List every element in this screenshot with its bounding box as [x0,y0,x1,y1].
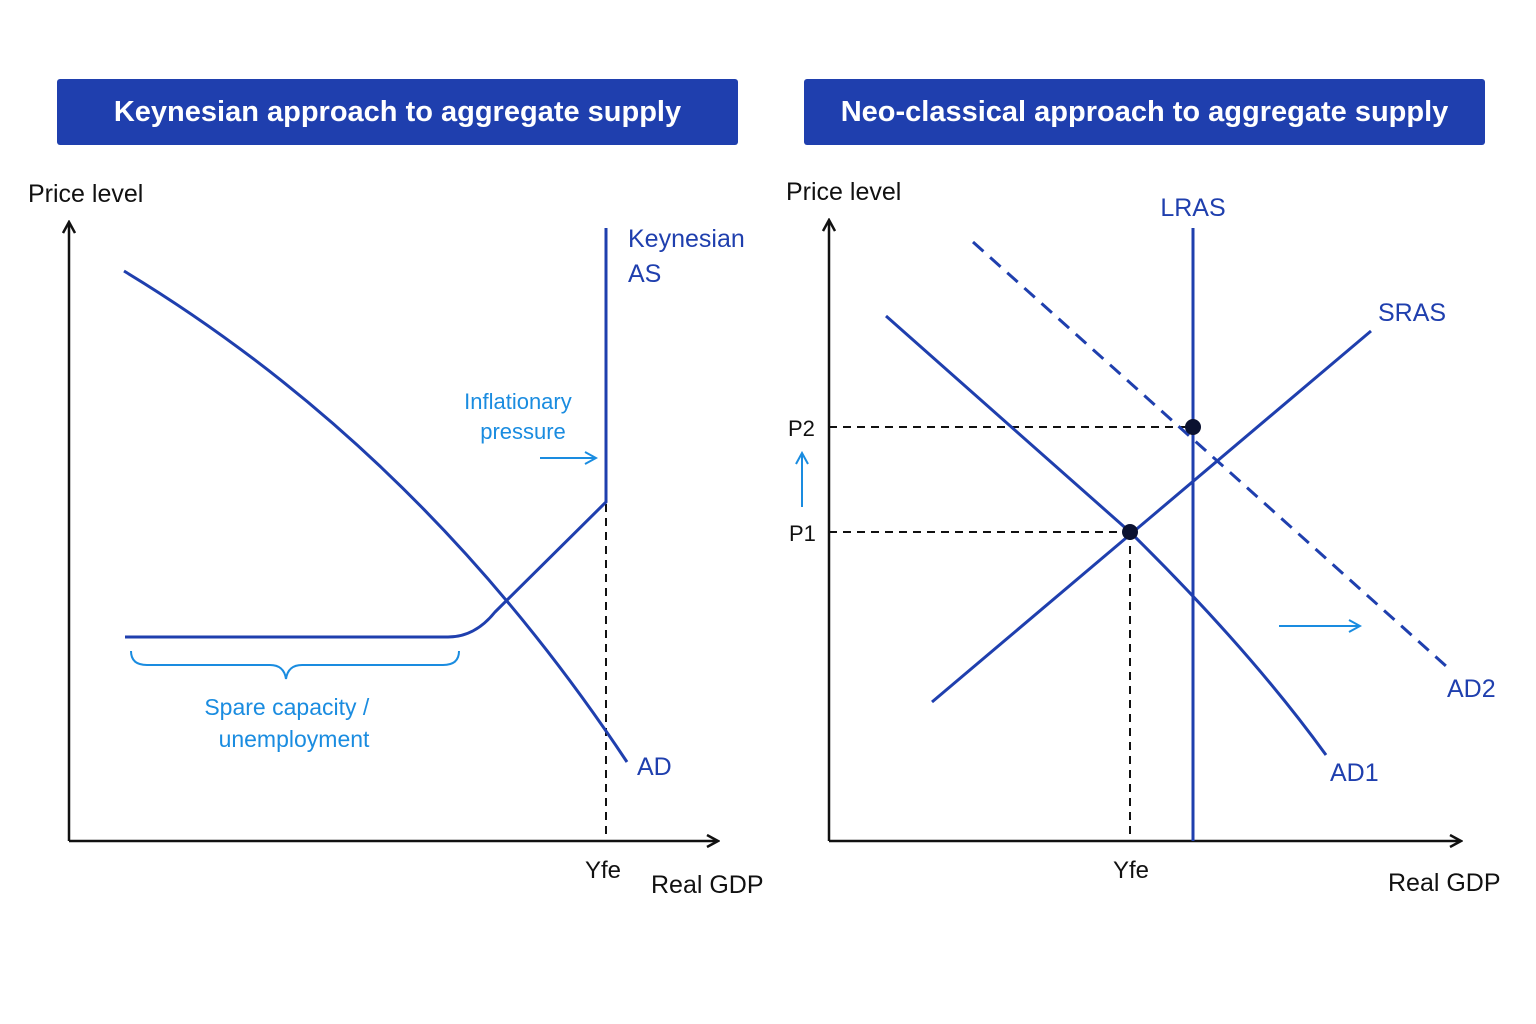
spare-capacity-brace [130,650,460,680]
spare-capacity-label: Spare capacity / unemployment [204,694,375,752]
neoclassical-panel-title: Neo-classical approach to aggregate supp… [804,79,1485,145]
left-x-axis-label: Real GDP [651,871,764,899]
keynesian-as-curve [125,228,608,639]
equilibrium-point-p1 [1122,524,1138,540]
ad1-curve [885,314,1328,756]
left-ad-label: AD [637,753,672,781]
ad2-curve [971,240,1448,668]
neoclassical-diagram: Price level Real GDP Yfe LRAS SRAS AD1 A… [786,178,1501,897]
ad2-label: AD2 [1447,675,1496,703]
lras-label: LRAS [1160,194,1225,222]
left-ad-curve [123,269,629,763]
left-yfe-label: Yfe [585,857,621,884]
keynesian-panel-title: Keynesian approach to aggregate supply [57,79,738,145]
sras-label: SRAS [1378,299,1446,327]
inflationary-pressure-label: Inflationary pressure [464,389,578,444]
p1-label: P1 [789,521,816,546]
right-y-axis-label: Price level [786,178,901,206]
keynesian-diagram: Price level Real GDP Yfe Keynesian AS AD… [28,180,764,899]
equilibrium-point-p2 [1185,419,1201,435]
p2-label: P2 [788,416,815,441]
right-x-axis-label: Real GDP [1388,869,1501,897]
right-yfe-label: Yfe [1113,857,1149,884]
ad1-label: AD1 [1330,759,1379,787]
sras-line [931,329,1372,704]
keynesian-as-label: Keynesian AS [628,225,752,288]
left-y-axis-label: Price level [28,180,143,208]
